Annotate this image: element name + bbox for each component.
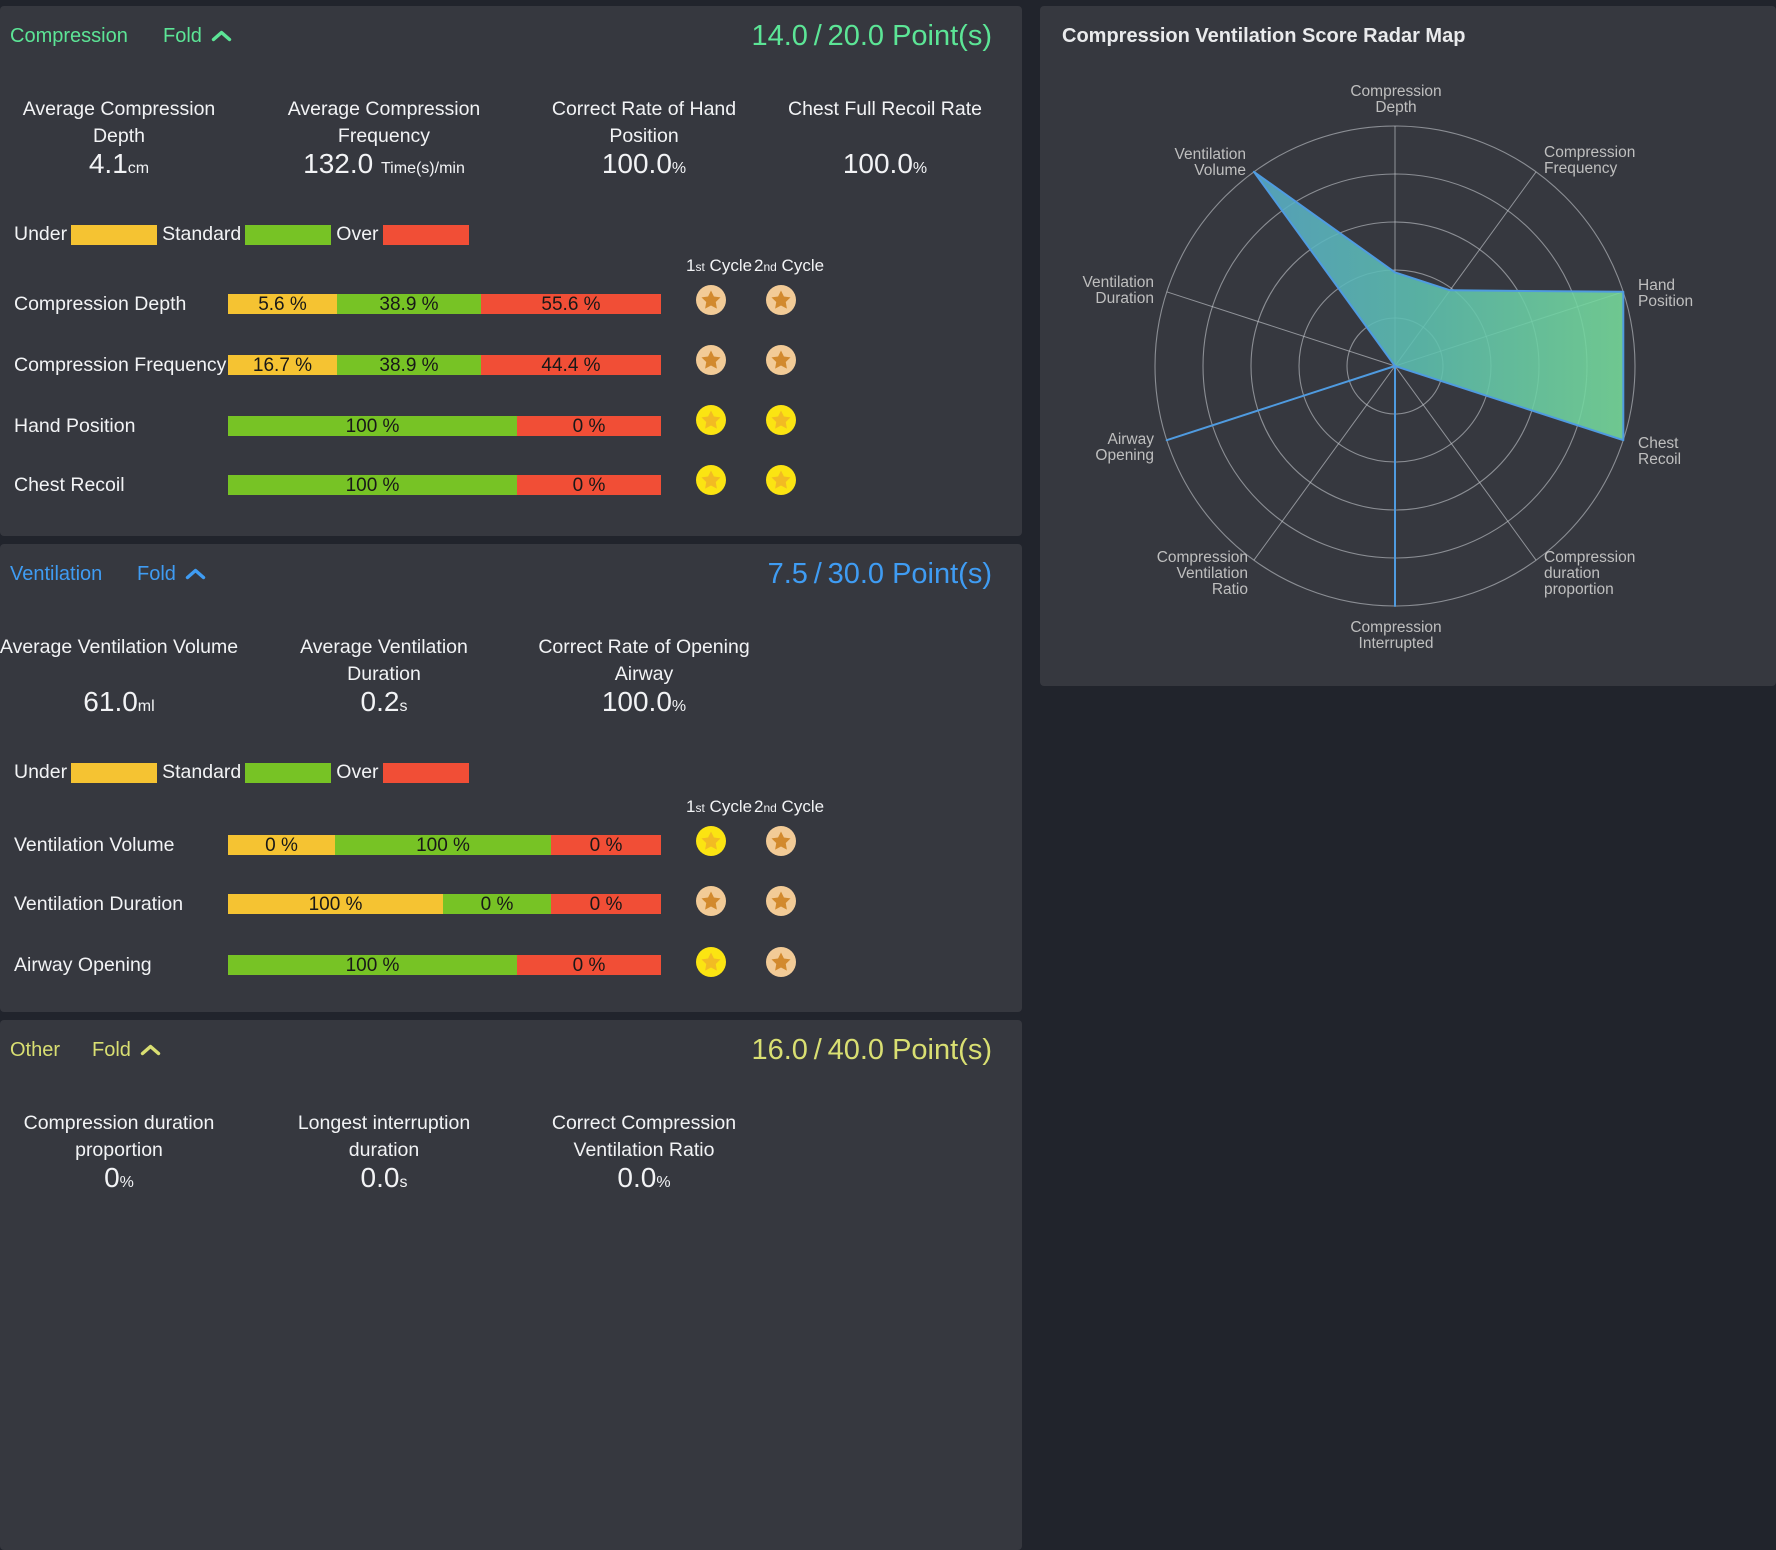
svg-text:Compression: Compression (1544, 144, 1635, 161)
svg-text:Ratio: Ratio (1212, 581, 1248, 598)
svg-text:Volume: Volume (1194, 162, 1246, 179)
svg-text:Compression: Compression (1350, 83, 1441, 100)
svg-text:Ventilation: Ventilation (1082, 274, 1154, 291)
svg-text:Recoil: Recoil (1638, 451, 1681, 468)
svg-text:Compression: Compression (1350, 619, 1441, 636)
svg-text:Ventilation: Ventilation (1176, 565, 1248, 582)
svg-text:proportion: proportion (1544, 581, 1614, 598)
svg-text:Hand: Hand (1638, 277, 1675, 294)
svg-text:Compression: Compression (1544, 549, 1635, 566)
svg-text:Opening: Opening (1095, 447, 1154, 464)
svg-text:Chest: Chest (1638, 435, 1679, 452)
svg-text:Frequency: Frequency (1544, 160, 1617, 177)
svg-text:Interrupted: Interrupted (1359, 635, 1434, 652)
svg-text:duration: duration (1544, 565, 1600, 582)
svg-text:Depth: Depth (1375, 99, 1416, 116)
svg-text:Duration: Duration (1095, 290, 1154, 307)
svg-text:Ventilation: Ventilation (1174, 146, 1246, 163)
svg-text:Position: Position (1638, 293, 1693, 310)
svg-text:Airway: Airway (1107, 431, 1154, 448)
svg-text:Compression: Compression (1157, 549, 1248, 566)
